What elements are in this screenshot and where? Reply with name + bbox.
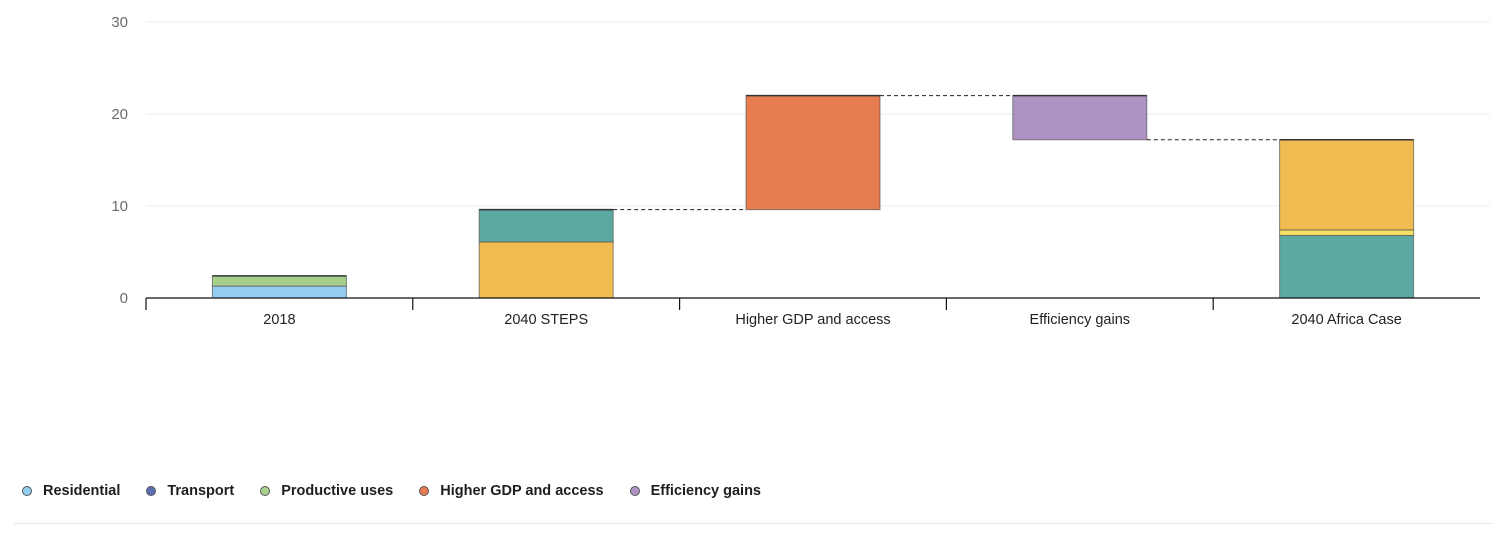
legend-label: Higher GDP and access xyxy=(440,483,604,499)
legend-swatch-icon xyxy=(260,486,271,496)
x-axis-labels: 2018 2040 STEPS Higher GDP and access Effic… xyxy=(263,312,1402,328)
connectors xyxy=(613,95,1280,211)
legend-label: Transport xyxy=(167,483,235,499)
y-axis-ticks: 0 10 20 30 xyxy=(111,14,128,307)
legend-label: Productive uses xyxy=(281,483,394,499)
bar-segment-2040-africa-case-segment-yellow[interactable] xyxy=(1279,139,1415,231)
legend-item-residential[interactable]: Residential xyxy=(22,483,120,499)
y-tick-label: 20 xyxy=(111,106,128,123)
x-tick-label: 2040 STEPS xyxy=(504,312,588,328)
bar-segment-2018-productive-uses[interactable] xyxy=(211,275,347,287)
legend-item-higher-gdp-and-access[interactable]: Higher GDP and access xyxy=(419,483,604,499)
legend-label: Efficiency gains xyxy=(650,483,761,499)
y-tick-label: 10 xyxy=(111,198,128,215)
bar-segment-2018-residential[interactable] xyxy=(211,285,347,299)
legend: Residential Transport Productive uses Highe… xyxy=(22,483,787,499)
bar-segment-higher-gdp-and-access-higher-gdp-and-access[interactable] xyxy=(745,95,881,211)
y-tick-label: 30 xyxy=(111,14,128,31)
bar-segment-efficiency-gains-efficiency-gains[interactable] xyxy=(1012,95,1148,141)
legend-swatch-icon xyxy=(629,486,640,496)
waterfall-chart: 0 10 20 30 2018 2040 STEPS Higher GDP and acc… xyxy=(111,14,1490,328)
bars xyxy=(211,94,1415,299)
legend-swatch-icon xyxy=(22,486,32,496)
x-tick-label: 2018 xyxy=(263,312,295,328)
legend-item-transport[interactable]: Transport xyxy=(146,483,234,499)
legend-item-productive-uses[interactable]: Productive uses xyxy=(260,483,393,499)
bar-segment-2040-africa-case-segment-light-yellow[interactable] xyxy=(1279,229,1415,236)
y-tick-label: 0 xyxy=(120,290,128,307)
x-tick-label: Higher GDP and access xyxy=(735,312,890,328)
x-tick-label: 2040 Africa Case xyxy=(1291,312,1401,328)
bar-segment-2040-africa-case-segment-teal[interactable] xyxy=(1279,234,1415,299)
bar-segment-2040-steps-segment-teal[interactable] xyxy=(478,209,614,243)
legend-swatch-icon xyxy=(146,486,157,496)
bar-segment-2040-steps-segment-yellow[interactable] xyxy=(478,241,614,299)
bottom-divider xyxy=(14,523,1493,524)
legend-item-efficiency-gains[interactable]: Efficiency gains xyxy=(629,483,761,499)
legend-label: Residential xyxy=(43,483,121,499)
x-tick-label: Efficiency gains xyxy=(1030,312,1130,328)
x-axis xyxy=(145,297,1480,310)
legend-swatch-icon xyxy=(419,486,430,496)
